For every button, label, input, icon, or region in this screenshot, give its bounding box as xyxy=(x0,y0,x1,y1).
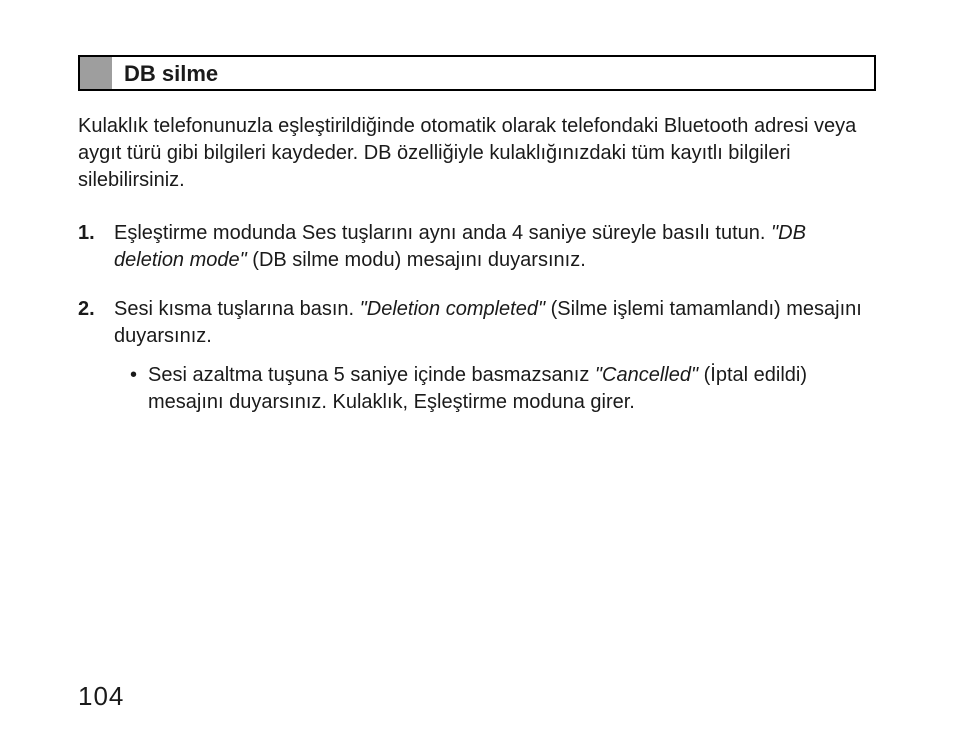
step-body: Eşleştirme modunda Ses tuşlarını aynı an… xyxy=(114,220,876,274)
step-text-post: (DB silme modu) mesajını duyarsınız. xyxy=(247,249,586,271)
step-number: 2. xyxy=(78,296,114,416)
heading-square-icon xyxy=(80,57,112,89)
page: DB silme Kulaklık telefonunuzla eşleştir… xyxy=(0,0,954,742)
ordered-steps: 1. Eşleştirme modunda Ses tuşlarını aynı… xyxy=(78,220,876,416)
intro-paragraph: Kulaklık telefonunuzla eşleştirildiğinde… xyxy=(78,113,876,194)
step-body: Sesi kısma tuşlarına basın. "Deletion co… xyxy=(114,296,876,416)
section-heading: DB silme xyxy=(112,57,218,89)
sub-body: Sesi azaltma tuşuna 5 saniye içinde basm… xyxy=(148,362,876,416)
sub-bullet: • Sesi azaltma tuşuna 5 saniye içinde ba… xyxy=(114,362,876,416)
page-number: 104 xyxy=(78,681,124,712)
step-number: 1. xyxy=(78,220,114,274)
step-1: 1. Eşleştirme modunda Ses tuşlarını aynı… xyxy=(78,220,876,274)
step-text-pre: Sesi kısma tuşlarına basın. xyxy=(114,298,360,320)
sub-text-em: "Cancelled" xyxy=(595,364,698,386)
step-text-pre: Eşleştirme modunda Ses tuşlarını aynı an… xyxy=(114,222,771,244)
bullet-icon: • xyxy=(130,362,148,416)
step-2: 2. Sesi kısma tuşlarına basın. "Deletion… xyxy=(78,296,876,416)
sub-text-pre: Sesi azaltma tuşuna 5 saniye içinde basm… xyxy=(148,364,595,386)
step-text-em: "Deletion completed" xyxy=(360,298,545,320)
section-heading-bar: DB silme xyxy=(78,55,876,91)
